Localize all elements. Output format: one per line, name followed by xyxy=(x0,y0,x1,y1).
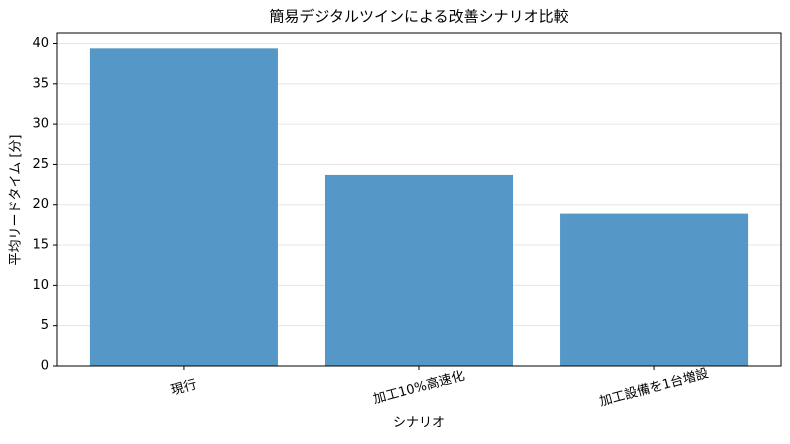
y-tick-label: 0 xyxy=(41,359,49,374)
y-tick-label: 25 xyxy=(32,157,49,172)
bar xyxy=(560,213,749,366)
y-tick-label: 5 xyxy=(41,318,49,333)
bar xyxy=(89,48,278,366)
x-axis-label: シナリオ xyxy=(393,416,445,431)
x-tick-label: 加工10%高速化 xyxy=(371,368,466,408)
y-tick-label: 10 xyxy=(32,278,49,293)
y-tick-label: 35 xyxy=(32,76,49,91)
chart-title: 簡易デジタルツインによる改善シナリオ比較 xyxy=(269,8,568,26)
x-tick-label: 加工設備を1台増設 xyxy=(598,365,711,410)
y-tick-label: 40 xyxy=(32,36,49,51)
x-tick-label: 現行 xyxy=(169,377,198,398)
y-axis-label: 平均リードタイム [分] xyxy=(9,134,24,265)
y-tick-label: 20 xyxy=(32,197,49,212)
bar xyxy=(324,174,514,366)
y-tick-label: 15 xyxy=(32,238,49,253)
plot-frame xyxy=(56,32,782,367)
y-tick-label: 30 xyxy=(32,117,49,132)
